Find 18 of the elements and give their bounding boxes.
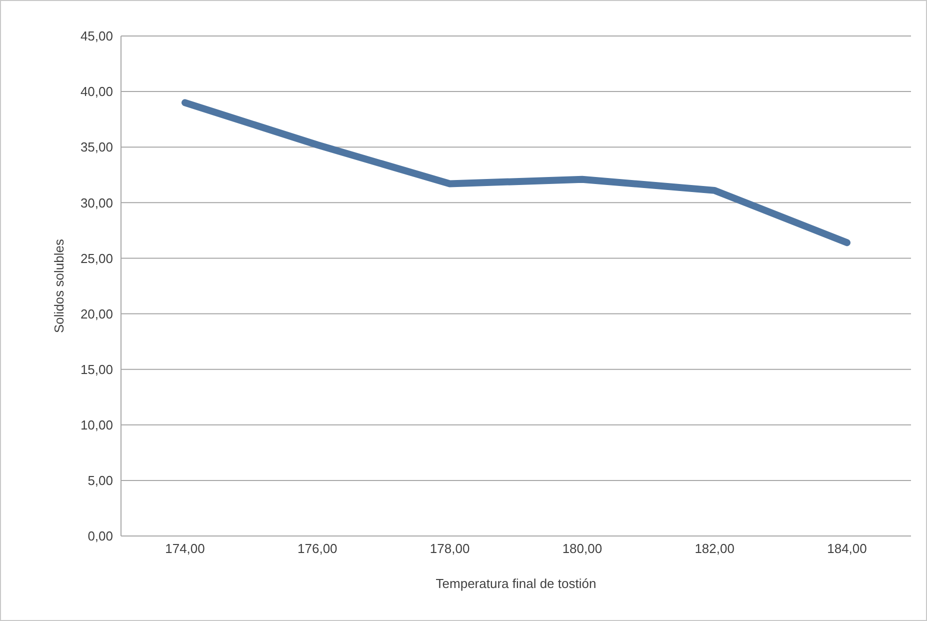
- x-tick-label: 178,00: [430, 541, 470, 556]
- y-tick-label: 10,00: [80, 418, 113, 433]
- y-tick-label: 25,00: [80, 250, 113, 266]
- x-tick-label: 174,00: [165, 541, 205, 556]
- y-tick-label: 5,00: [88, 473, 113, 488]
- y-tick-label: 20,00: [80, 306, 113, 322]
- x-axis-title: Temperatura final de tostión: [436, 576, 596, 591]
- x-tick-label: 176,00: [298, 541, 338, 556]
- x-tick-label: 182,00: [694, 541, 734, 556]
- x-tick-label: 180,00: [562, 541, 602, 556]
- y-tick-label: 45,00: [80, 28, 113, 44]
- y-tick-label: 35,00: [80, 140, 113, 155]
- y-tick-label: 40,00: [80, 84, 113, 100]
- x-tick-label: 184,00: [827, 541, 867, 556]
- y-tick-label: 0,00: [88, 528, 113, 544]
- y-tick-label: 30,00: [80, 195, 113, 210]
- y-axis-title: Solidos solubles: [52, 238, 67, 333]
- y-tick-label: 15,00: [80, 362, 113, 377]
